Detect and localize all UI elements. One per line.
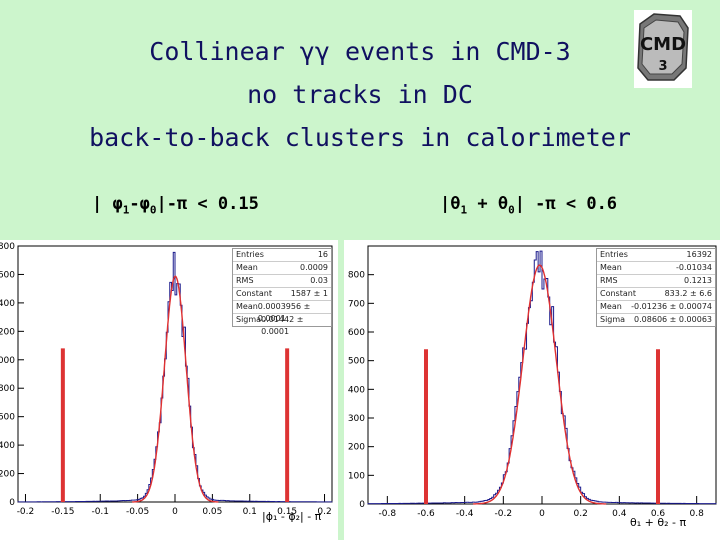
x-tick-label: -0.4 [456,509,474,519]
stats-value: 1587 ± 1 [290,289,328,298]
x-tick-label: 0.15 [277,507,297,517]
x-tick-label: 0.2 [317,507,331,517]
stats-row: Mean -0.01236 ± 0.00074 [597,301,715,314]
y-tick-label: 0 [9,498,15,508]
stats-value: -0.01034 [676,263,712,272]
stats-value: -0.01236 ± 0.00074 [631,302,712,311]
y-tick-label: 200 [348,443,365,453]
phi-histogram-panel: 0 200 400 600 800 1000 1200 1400 1600 1800 -0.2 -0.… [0,240,338,540]
stats-label: Constant [600,289,636,298]
x-tick-label: 0.4 [612,509,627,519]
x-tick-label: -0.15 [51,507,74,517]
title-line-1: Collinear γγ events in CMD-3 [149,37,571,66]
x-tick-label: -0.1 [91,507,109,517]
x-tick-label: -0.6 [417,509,435,519]
x-tick-label: 0 [539,509,545,519]
y-tick-label: 1600 [0,270,15,280]
stats-row: Sigma 0.08606 ± 0.00063 [597,314,715,326]
stats-row: Mean 0.0009 [233,262,331,275]
y-tick-label: 400 [0,441,15,451]
x-tick-label: 0.1 [243,507,257,517]
stats-label: Entries [600,250,628,259]
y-tick-label: 1800 [0,242,15,252]
stats-label: Mean [600,263,622,272]
phi-cut-label: | φ1-φ0|-π < 0.15 [92,194,259,217]
y-tick-label: 500 [348,357,365,367]
title-line-2: no tracks in DC [247,80,473,109]
stats-row: Entries 16 [233,249,331,262]
stats-label: Constant [236,289,272,298]
stats-label: Sigma [236,315,262,324]
x-tick-label: -0.2 [495,509,513,519]
y-tick-label: 400 [348,385,365,395]
stats-value: 0.08606 ± 0.00063 [634,315,712,324]
stats-value: 16 [317,250,328,259]
slide-title: Collinear γγ events in CMD-3 no tracks i… [0,30,720,159]
svg-text:CMD: CMD [640,34,686,55]
theta-histogram-panel: 0 100 200 300 400 500 600 700 800 -0.8 -0.6 -0.4 -0.… [344,240,720,540]
stats-label: RMS [600,276,618,285]
gaussian-fit-curve [473,264,607,505]
stats-row: Mean 0.0003956 ± 0.0001 [233,301,331,323]
y-tick-label: 800 [348,271,365,281]
stats-label: Entries [236,250,264,259]
x-tick-label: -0.05 [126,507,149,517]
phi-stats-box: Entries 16 Mean 0.0009 RMS 0.03 Constant 1587 ±… [232,248,332,336]
phi-histogram-chart: 0 200 400 600 800 1000 1200 1400 1600 1800 -0.2 -0.… [0,242,333,517]
svg-text:3: 3 [658,59,667,74]
y-tick-label: 300 [348,414,365,424]
stats-value: 0.0009 [300,263,328,272]
gaussian-fit-curve [132,275,219,503]
y-tick-label: 1200 [0,327,15,337]
theta-cut-label: |θ1 + θ0| -π < 0.6 [440,194,618,217]
x-tick-label: 0.05 [202,507,222,517]
x-tick-label: 0.8 [690,509,705,519]
stats-value: 0.03 [310,276,328,285]
stats-row: RMS 0.1213 [597,275,715,288]
stats-row: Constant 1587 ± 1 [233,288,331,301]
x-tick-label: 0 [172,507,178,517]
stats-value: 0.01442 ± 0.0001 [261,315,304,336]
y-tick-label: 200 [0,470,15,480]
stats-row: Constant 833.2 ± 6.6 [597,288,715,301]
x-tick-label: 0.2 [574,509,588,519]
theta-stats-box: Entries 16392 Mean -0.01034 RMS 0.1213 Constan… [596,248,716,327]
phi-x-axis-title: |ϕ₁ - ϕ₂| - π [262,510,322,523]
stats-label: RMS [236,276,254,285]
stats-row: Sigma 0.01442 ± 0.0001 [233,314,331,336]
y-tick-label: 0 [359,500,365,510]
x-tick-label: 0.6 [651,509,666,519]
y-tick-label: 800 [0,384,15,394]
y-tick-label: 600 [348,328,365,338]
stats-row: Mean -0.01034 [597,262,715,275]
stats-label: Mean [236,263,258,272]
x-tick-label: -0.2 [17,507,35,517]
stats-value: 16392 [686,250,712,259]
title-line-3: back-to-back clusters in calorimeter [89,123,631,152]
theta-x-axis-title: θ₁ + θ₂ - π [630,516,687,529]
y-tick-label: 700 [348,299,365,309]
stats-row: Entries 16392 [597,249,715,262]
stats-value: 0.0003956 ± 0.0001 [257,302,311,323]
stats-row: RMS 0.03 [233,275,331,288]
stats-label: Mean [600,302,622,311]
stats-value: 833.2 ± 6.6 [664,289,712,298]
stats-label: Sigma [600,315,626,324]
stats-value: 0.1213 [684,276,712,285]
y-tick-label: 1000 [0,356,15,366]
x-tick-label: -0.8 [379,509,397,519]
y-tick-label: 600 [0,413,15,423]
y-tick-label: 100 [348,471,365,481]
y-tick-label: 1400 [0,299,15,309]
histogram-series [17,251,333,503]
cmd3-logo: CMD 3 [634,10,692,88]
stats-label: Mean [236,302,258,311]
